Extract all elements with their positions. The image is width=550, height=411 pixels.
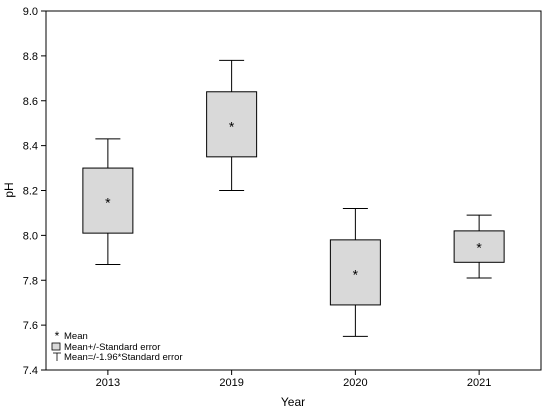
box-2020: * bbox=[329, 207, 381, 337]
x-tick-label: 2013 bbox=[96, 377, 120, 389]
legend-se-swatch bbox=[51, 342, 61, 351]
box-2021: * bbox=[453, 214, 505, 279]
se-box bbox=[453, 230, 505, 263]
box-2019: * bbox=[206, 59, 258, 191]
legend-whisker-label: Mean=/-1.96*Standard error bbox=[64, 352, 183, 363]
x-tick-label: 2019 bbox=[219, 377, 243, 389]
x-axis-title: Year bbox=[281, 395, 305, 409]
x-tick-label: 2021 bbox=[467, 377, 491, 389]
legend-mean-marker: * bbox=[55, 329, 60, 343]
legend: * Mean Mean+/-Standard error Mean=/-1.96… bbox=[51, 329, 183, 363]
x-tick-label: 2020 bbox=[343, 377, 367, 389]
y-tick-label: 8.2 bbox=[23, 186, 38, 198]
mean-marker: * bbox=[105, 195, 111, 211]
legend-mean-label: Mean bbox=[64, 331, 88, 342]
y-axis-ticks: 7.4 7.6 7.8 8.0 8.2 8.4 8.6 8.8 9.0 bbox=[23, 6, 46, 377]
x-axis-ticks: 2013 2019 2020 2021 bbox=[96, 370, 491, 389]
legend-whisker-symbol bbox=[53, 352, 61, 361]
se-box bbox=[329, 239, 381, 306]
mean-marker: * bbox=[476, 240, 482, 256]
legend-se-label: Mean+/-Standard error bbox=[64, 342, 160, 353]
y-tick-label: 8.6 bbox=[23, 96, 38, 108]
y-tick-label: 7.4 bbox=[23, 365, 38, 377]
y-tick-label: 7.8 bbox=[23, 275, 38, 287]
y-tick-label: 8.4 bbox=[23, 141, 38, 153]
se-box bbox=[206, 91, 258, 158]
y-tick-label: 8.0 bbox=[23, 230, 38, 242]
y-tick-label: 7.6 bbox=[23, 320, 38, 332]
y-tick-label: 8.8 bbox=[23, 51, 38, 63]
box-2013: * bbox=[82, 138, 134, 266]
box-series: * * * * bbox=[82, 59, 505, 337]
y-tick-label: 9.0 bbox=[23, 6, 38, 18]
mean-marker: * bbox=[353, 267, 359, 283]
y-axis-title: pH bbox=[2, 182, 16, 197]
mean-marker: * bbox=[229, 118, 235, 134]
se-box bbox=[82, 167, 134, 234]
